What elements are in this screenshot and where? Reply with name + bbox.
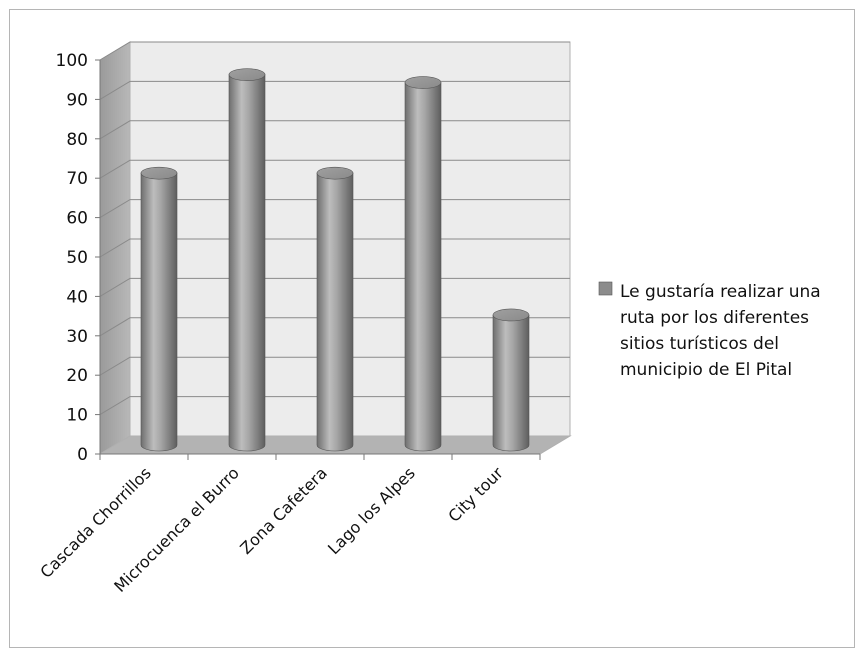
y-axis-tick-labels: 0 10 20 30 40 50 60 70 80 90 100 xyxy=(56,51,88,465)
bar-cap xyxy=(404,76,442,89)
legend-label-line: municipio de El Pital xyxy=(620,360,792,380)
y-tick-label: 100 xyxy=(56,51,88,71)
bar-body xyxy=(228,74,266,452)
bar-cap xyxy=(228,68,266,81)
axes xyxy=(95,59,541,460)
bar-3 xyxy=(316,166,354,452)
bar-5 xyxy=(492,308,530,452)
y-tick-label: 10 xyxy=(66,406,88,426)
y-tick-label: 0 xyxy=(77,445,88,465)
bars xyxy=(140,68,530,452)
y-tick-label: 70 xyxy=(66,169,88,189)
legend-label-line: ruta por los diferentes xyxy=(620,308,809,328)
bar-body xyxy=(492,314,530,452)
bar-cap xyxy=(492,308,530,322)
chart-outer-frame xyxy=(9,9,855,648)
bar-cap xyxy=(140,166,178,180)
y-tick-label: 90 xyxy=(66,90,88,110)
legend-label-line: Le gustaría realizar una xyxy=(620,282,821,302)
bar-1 xyxy=(140,166,178,452)
legend-swatch xyxy=(598,281,613,296)
bar-body xyxy=(404,82,442,452)
gridline xyxy=(99,41,570,61)
legend-label-line: sitios turísticos del xyxy=(620,334,779,354)
bar-body xyxy=(140,172,178,452)
y-tick-label: 30 xyxy=(66,327,88,347)
y-tick-label: 80 xyxy=(66,130,88,150)
bar-2 xyxy=(228,68,266,452)
x-category-label: Zona Cafetera xyxy=(236,463,331,558)
y-tick-label: 20 xyxy=(66,366,88,386)
y-tick-label: 60 xyxy=(66,209,88,229)
bar-cap xyxy=(316,166,354,180)
y-tick-label: 50 xyxy=(66,248,88,268)
bar-4 xyxy=(404,76,442,452)
y-tick-label: 40 xyxy=(66,287,88,307)
bar-body xyxy=(316,172,354,452)
x-category-label: City tour xyxy=(444,463,507,526)
legend: Le gustaría realizar una ruta por los dif… xyxy=(598,281,821,380)
x-category-label: Lago los Alpes xyxy=(324,463,419,558)
